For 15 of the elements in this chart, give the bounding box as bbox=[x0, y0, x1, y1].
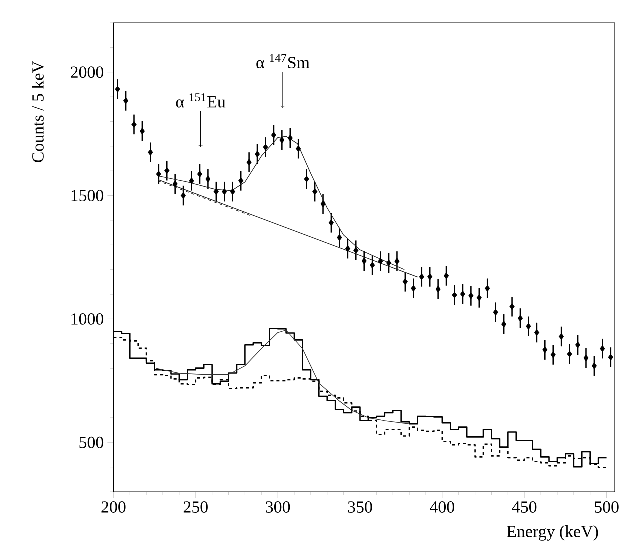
y-tick-label: 500 bbox=[80, 436, 104, 448]
x-tick-label: 300 bbox=[266, 502, 290, 513]
annotation: α $^{151}$Eu bbox=[176, 94, 226, 108]
y-tick-label: 1000 bbox=[72, 313, 104, 325]
annotation: α $^{147}$Sm bbox=[256, 54, 310, 69]
x-tick-label: 450 bbox=[512, 502, 537, 513]
x-tick-label: 500 bbox=[595, 502, 619, 513]
x-tick-label: 200 bbox=[102, 502, 126, 513]
x-tick-label: 400 bbox=[430, 502, 454, 513]
x-tick-label: 250 bbox=[184, 502, 208, 513]
x-tick-label: 350 bbox=[348, 502, 372, 513]
x-axis-title: Energy (keV) bbox=[507, 526, 598, 541]
y-tick-label: 1500 bbox=[72, 190, 104, 202]
y-axis-title: Counts / 5 keV bbox=[32, 61, 44, 162]
y-tick-label: 2000 bbox=[71, 66, 104, 78]
